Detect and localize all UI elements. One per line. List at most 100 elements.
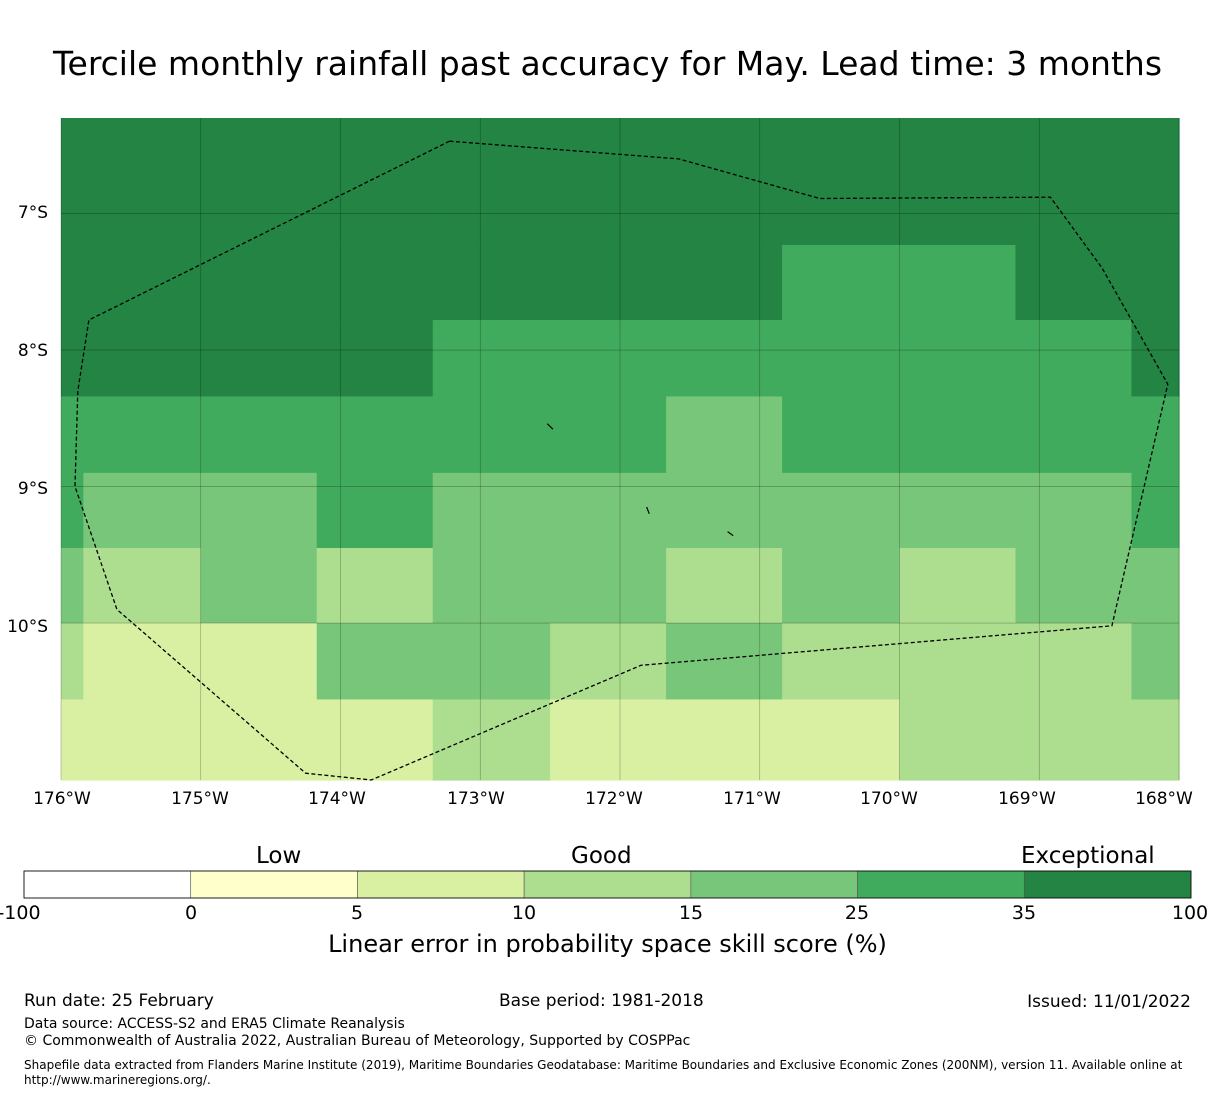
skill-cell bbox=[1131, 547, 1180, 624]
island-outline bbox=[646, 506, 650, 515]
skill-cell bbox=[432, 396, 551, 474]
base-period: Base period: 1981-2018 bbox=[499, 991, 704, 1011]
skill-cell bbox=[550, 699, 667, 781]
skill-cell bbox=[666, 118, 783, 246]
lon-tick-label: 172°W bbox=[585, 789, 643, 809]
skill-cell bbox=[61, 320, 84, 398]
skill-cell bbox=[782, 320, 901, 398]
skill-cell bbox=[1015, 396, 1133, 474]
skill-cell bbox=[316, 396, 434, 474]
skill-cell bbox=[782, 547, 901, 624]
skill-cell bbox=[899, 396, 1017, 474]
skill-grid bbox=[61, 118, 1180, 781]
colorbar-swatch bbox=[523, 870, 692, 899]
legend-category-exceptional: Exceptional bbox=[1021, 843, 1155, 869]
skill-cell bbox=[1015, 244, 1133, 321]
skill-cell bbox=[550, 623, 667, 701]
lat-tick-label: 9°S bbox=[17, 479, 48, 499]
eez-boundary bbox=[74, 140, 1169, 781]
skill-cell bbox=[899, 320, 1017, 398]
skill-cell bbox=[550, 244, 667, 321]
skill-cell bbox=[200, 320, 318, 398]
skill-cell bbox=[782, 396, 901, 474]
skill-cell bbox=[61, 623, 84, 701]
colorbar-tick-label: 100 bbox=[1171, 902, 1209, 924]
skill-cell bbox=[782, 623, 901, 701]
skill-cell bbox=[1131, 699, 1180, 781]
skill-cell bbox=[1015, 472, 1133, 549]
map-title: Tercile monthly rainfall past accuracy f… bbox=[52, 44, 1163, 83]
skill-cell bbox=[61, 472, 84, 549]
data-source: Data source: ACCESS-S2 and ERA5 Climate … bbox=[24, 1016, 405, 1032]
skill-cell bbox=[666, 472, 783, 549]
skill-cell bbox=[83, 699, 202, 781]
skill-cell bbox=[432, 118, 551, 246]
colorbar-frame bbox=[23, 870, 1192, 899]
skill-cell bbox=[316, 244, 434, 321]
skill-cell bbox=[666, 244, 783, 321]
colorbar bbox=[23, 870, 1192, 899]
skill-cell bbox=[61, 396, 84, 474]
colorbar-swatch bbox=[857, 870, 1025, 899]
shapefile-credit: Shapefile data extracted from Flanders M… bbox=[24, 1058, 1183, 1072]
colorbar-swatch bbox=[23, 870, 192, 899]
colorbar-tick-label: 35 bbox=[1011, 902, 1037, 924]
skill-cell bbox=[61, 118, 84, 246]
skill-cell bbox=[1131, 118, 1180, 246]
copyright: © Commonwealth of Australia 2022, Austra… bbox=[24, 1033, 691, 1049]
shapefile-url: http://www.marineregions.org/. bbox=[24, 1073, 211, 1087]
skill-cell bbox=[61, 244, 84, 321]
skill-cell bbox=[782, 699, 901, 781]
colorbar-swatch bbox=[357, 870, 525, 899]
lon-tick-label: 168°W bbox=[1135, 789, 1193, 809]
skill-cell bbox=[432, 244, 551, 321]
skill-cell bbox=[432, 320, 551, 398]
skill-cell bbox=[1015, 623, 1133, 701]
skill-cell bbox=[899, 547, 1017, 624]
skill-cell bbox=[666, 396, 783, 474]
lon-tick-label: 175°W bbox=[171, 789, 229, 809]
colorbar-tick-label: -100 bbox=[0, 902, 41, 924]
graticule bbox=[60, 118, 1180, 780]
skill-cell bbox=[200, 118, 318, 246]
skill-cell bbox=[1015, 547, 1133, 624]
skill-cell bbox=[1131, 472, 1180, 549]
skill-cell bbox=[550, 396, 667, 474]
skill-cell bbox=[899, 118, 1017, 246]
skill-cell bbox=[316, 699, 434, 781]
colorbar-title: Linear error in probability space skill … bbox=[328, 930, 887, 958]
skill-cell bbox=[782, 118, 901, 246]
skill-cell bbox=[316, 320, 434, 398]
lon-tick-label: 171°W bbox=[723, 789, 781, 809]
lat-tick-label: 10°S bbox=[7, 617, 48, 637]
skill-cell bbox=[899, 244, 1017, 321]
lon-tick-label: 169°W bbox=[998, 789, 1056, 809]
skill-cell bbox=[550, 547, 667, 624]
skill-cell bbox=[83, 623, 202, 701]
skill-cell bbox=[550, 472, 667, 549]
skill-cell bbox=[432, 699, 551, 781]
skill-cell bbox=[550, 320, 667, 398]
skill-cell bbox=[1015, 320, 1133, 398]
skill-cell bbox=[200, 396, 318, 474]
skill-cell bbox=[61, 699, 84, 781]
colorbar-tick-label: 10 bbox=[511, 902, 537, 924]
skill-cell bbox=[899, 623, 1017, 701]
skill-cell bbox=[1131, 623, 1180, 701]
colorbar-tick-label: 0 bbox=[184, 902, 198, 924]
eez-boundary-line bbox=[74, 140, 1169, 781]
run-date: Run date: 25 February bbox=[24, 991, 214, 1011]
lat-tick-label: 8°S bbox=[17, 341, 48, 361]
colorbar-tick-label: 15 bbox=[678, 902, 704, 924]
skill-cell bbox=[1131, 244, 1180, 321]
skill-cell bbox=[666, 547, 783, 624]
skill-cell bbox=[782, 472, 901, 549]
lon-tick-label: 176°W bbox=[33, 789, 91, 809]
colorbar-tick-label: 5 bbox=[350, 902, 364, 924]
skill-cell bbox=[432, 547, 551, 624]
skill-cell bbox=[200, 699, 318, 781]
skill-cell bbox=[316, 118, 434, 246]
skill-cell bbox=[782, 244, 901, 321]
skill-cell bbox=[83, 396, 202, 474]
